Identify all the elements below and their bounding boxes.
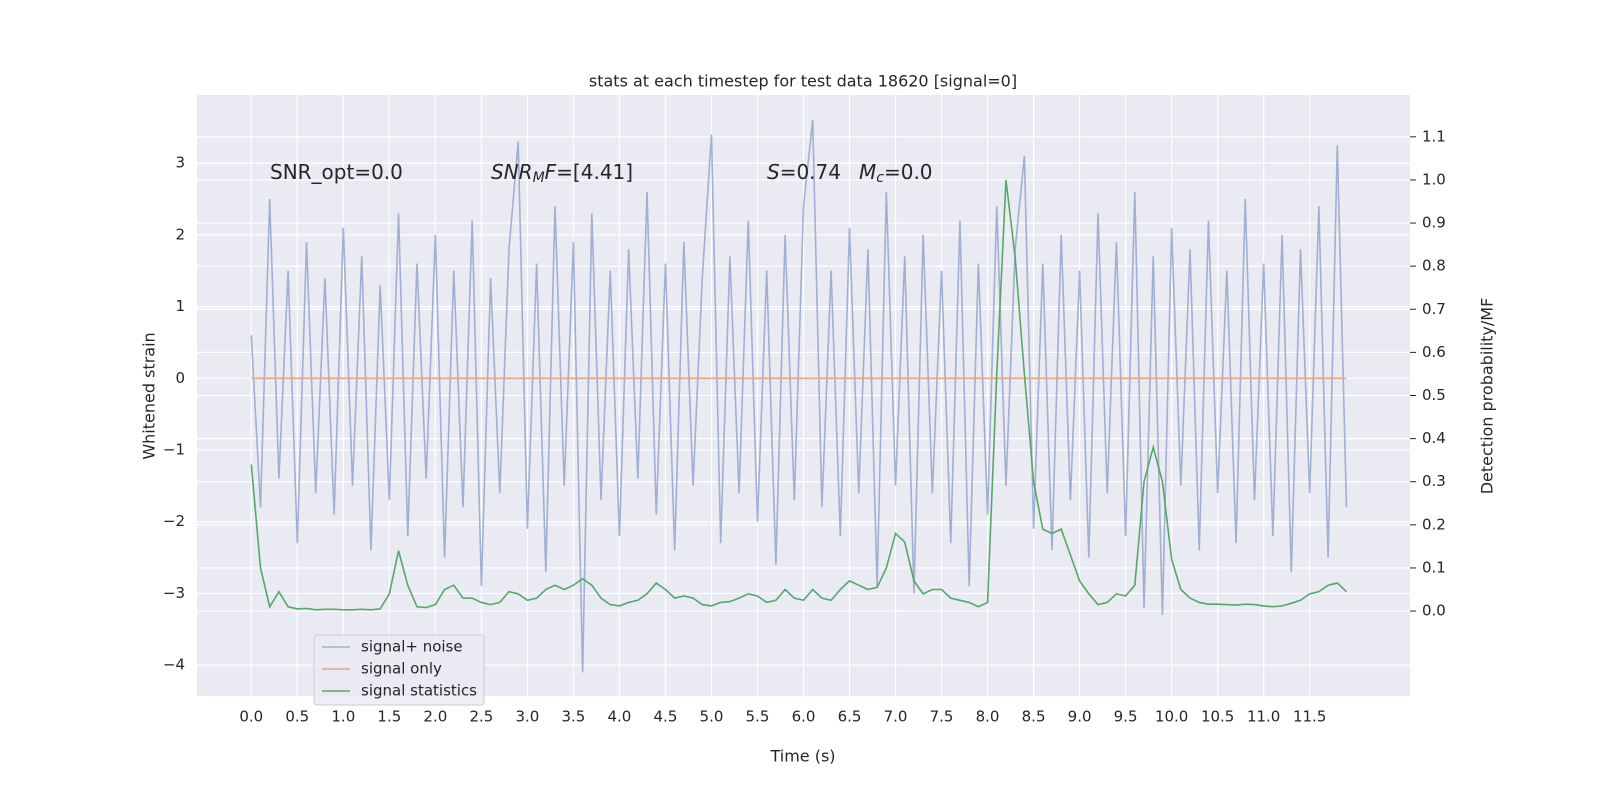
x-tick-label: 6.0 bbox=[792, 708, 816, 726]
annotation-part: c bbox=[876, 170, 884, 186]
annotation: SNR_opt=0.0 bbox=[270, 160, 403, 184]
annotation-part: =[4.41] bbox=[556, 160, 633, 184]
legend-label: signal only bbox=[361, 660, 442, 678]
x-tick-label: 5.0 bbox=[700, 708, 724, 726]
y-tick-label: −3 bbox=[163, 584, 185, 602]
x-tick-label: 7.0 bbox=[884, 708, 908, 726]
x-tick-label: 8.0 bbox=[976, 708, 1000, 726]
x-tick-label: 5.5 bbox=[746, 708, 770, 726]
x-tick-label: 2.5 bbox=[469, 708, 493, 726]
annotation: Mc=0.0 bbox=[859, 160, 933, 187]
y-tick-label: 2 bbox=[175, 225, 185, 243]
x-tick-label: 2.0 bbox=[423, 708, 447, 726]
legend-box bbox=[313, 634, 485, 706]
y-tick-label: 0 bbox=[175, 369, 185, 387]
annotation: SNRMF=[4.41] bbox=[491, 160, 633, 187]
annotation-part: M bbox=[859, 160, 876, 184]
y2-tick-label: 0.7 bbox=[1422, 300, 1446, 318]
y-axis-label: Whitened strain bbox=[140, 332, 159, 459]
y2-tick-label: 1.0 bbox=[1422, 170, 1446, 188]
annotation-part: =0.74 bbox=[780, 160, 841, 184]
marks bbox=[250, 120, 1348, 673]
x-tick-label: 1.0 bbox=[331, 708, 355, 726]
y2-tick-label: 0.0 bbox=[1422, 602, 1446, 620]
x-tick-label: 11.0 bbox=[1247, 708, 1280, 726]
y-tick-label: −2 bbox=[163, 512, 185, 530]
x-tick-label: 0.5 bbox=[285, 708, 309, 726]
x-tick-label: 0.0 bbox=[239, 708, 263, 726]
y2-tick-label: 0.8 bbox=[1422, 257, 1446, 275]
x-tick-label: 6.5 bbox=[838, 708, 862, 726]
annotation-part: M bbox=[533, 170, 545, 186]
x-tick-label: 3.0 bbox=[515, 708, 539, 726]
x-tick-label: 7.5 bbox=[930, 708, 954, 726]
x-tick-label: 8.5 bbox=[1022, 708, 1046, 726]
y2-tick-label: 0.9 bbox=[1422, 214, 1446, 232]
y2-axis-label: Detection probability/MF bbox=[1478, 298, 1497, 495]
y2-tick-label: 0.3 bbox=[1422, 472, 1446, 490]
annotation-part: F bbox=[545, 160, 557, 184]
y-tick-label: −1 bbox=[163, 441, 185, 459]
y-tick-label: 3 bbox=[175, 154, 185, 172]
annotation-part: =0.0 bbox=[884, 160, 933, 184]
annotation-part: SNR bbox=[491, 160, 533, 184]
x-tick-label: 4.5 bbox=[654, 708, 678, 726]
legend-label: signal+ noise bbox=[361, 638, 463, 656]
series-line bbox=[250, 179, 1348, 611]
annotation: S=0.74 bbox=[767, 160, 841, 184]
x-tick-label: 9.0 bbox=[1068, 708, 1092, 726]
x-tick-label: 11.5 bbox=[1293, 708, 1326, 726]
x-tick-label: 10.5 bbox=[1201, 708, 1234, 726]
y-tick-label: −4 bbox=[163, 656, 185, 674]
x-tick-label: 1.5 bbox=[377, 708, 401, 726]
y2-tick-label: 0.4 bbox=[1422, 429, 1446, 447]
y2-tick-label: 1.1 bbox=[1422, 127, 1446, 145]
x-tick-label: 9.5 bbox=[1114, 708, 1138, 726]
y-tick-label: 1 bbox=[175, 297, 185, 315]
x-tick-label: 10.0 bbox=[1155, 708, 1188, 726]
legend-label: signal statistics bbox=[361, 682, 477, 700]
y2-tick-label: 0.6 bbox=[1422, 343, 1446, 361]
chart-title: stats at each timestep for test data 186… bbox=[589, 72, 1017, 91]
legend: signal+ noise signal only signal statistic… bbox=[313, 634, 485, 706]
y2-tick-label: 0.1 bbox=[1422, 558, 1446, 576]
annotation-part: SNR_opt=0.0 bbox=[270, 160, 403, 184]
x-tick-label: 4.0 bbox=[608, 708, 632, 726]
x-axis-label: Time (s) bbox=[769, 747, 835, 766]
series-line bbox=[250, 120, 1348, 673]
y2-tick-label: 0.5 bbox=[1422, 386, 1446, 404]
y2-tick-label: 0.2 bbox=[1422, 515, 1446, 533]
x-tick-label: 3.5 bbox=[561, 708, 585, 726]
annotation-part: S bbox=[767, 160, 780, 184]
